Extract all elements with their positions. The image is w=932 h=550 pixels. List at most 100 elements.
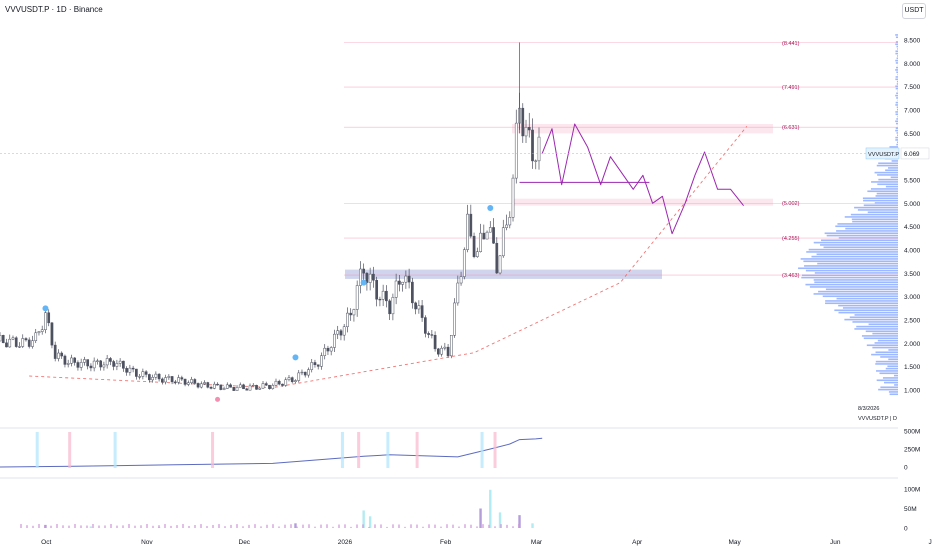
volume-profile-bar: [893, 374, 898, 377]
y-tick-label: 7.500: [904, 84, 921, 91]
volume-bar: [122, 525, 124, 528]
price-zone: [345, 269, 662, 279]
symbol-tag: [865, 147, 900, 160]
candle-body: [203, 382, 206, 385]
candle-body: [70, 357, 73, 364]
price-tag: [900, 147, 930, 160]
candle-body: [466, 213, 469, 250]
volume-profile-bar: [895, 69, 898, 71]
candle-body: [245, 388, 249, 391]
volume-bar: [374, 524, 376, 528]
volume-bar: [428, 524, 430, 528]
candle-body: [398, 280, 401, 285]
volume-profile-bar: [870, 188, 898, 190]
candle-body: [40, 329, 44, 332]
volume-profile-bar: [896, 118, 898, 120]
volume-profile-bar: [871, 181, 898, 183]
indicator-highlight: [357, 432, 361, 468]
candle-body: [144, 371, 148, 375]
volume-profile-bar: [894, 384, 898, 386]
candle-body: [436, 348, 440, 355]
candle-body: [177, 377, 180, 383]
volume-bar: [446, 524, 448, 528]
candle-body: [313, 362, 317, 365]
candle-body: [346, 312, 349, 327]
candle-body: [420, 305, 424, 318]
volume-profile-bar: [872, 332, 898, 335]
volume-bar: [512, 526, 514, 528]
candle-body: [50, 322, 54, 346]
candle-body: [63, 355, 67, 365]
indicator-highlight: [35, 432, 39, 468]
volume-bar: [56, 524, 58, 528]
candle-body: [424, 317, 427, 334]
volume-profile-bar: [890, 176, 898, 179]
signal-dot: [292, 354, 299, 361]
volume-bar: [152, 525, 154, 528]
candle-body: [469, 213, 473, 237]
volume-bar: [338, 524, 340, 528]
y-tick-label: 3.000: [904, 294, 921, 301]
volume-profile-bar: [888, 391, 898, 393]
candle-body: [167, 376, 171, 378]
candle-body: [57, 352, 60, 359]
volume-bar: [464, 524, 466, 528]
fib-level-label: (4.255): [782, 236, 800, 242]
candle-body: [47, 312, 51, 324]
volume-profile-bar: [813, 279, 898, 281]
candle-body: [339, 330, 343, 336]
volume-profile-bar: [871, 353, 898, 356]
indicator-highlight: [340, 432, 344, 468]
volume-profile-bar: [878, 162, 898, 165]
volume-bar: [458, 526, 460, 528]
volume-profile-bar: [896, 132, 898, 134]
candle-body: [60, 352, 64, 357]
volume-bar: [440, 526, 442, 528]
volume-profile-bar: [895, 122, 898, 125]
volume-profile-bar: [877, 174, 898, 176]
volume-profile-bar: [896, 80, 898, 83]
fib-level-label: (7.491): [782, 85, 800, 91]
candle-body: [66, 363, 70, 365]
candle-body: [105, 358, 109, 366]
volume-profile-bar: [897, 115, 898, 118]
candle-body: [125, 368, 128, 373]
candle-body: [109, 358, 112, 362]
volume-bar: [290, 524, 292, 528]
candle-body: [368, 273, 372, 283]
volume-bar: [200, 524, 202, 528]
candle-body: [336, 330, 340, 335]
volume-profile-bar: [868, 323, 898, 326]
candle-body: [14, 337, 18, 347]
currency-button[interactable]: USDT: [902, 3, 926, 19]
candle-body: [381, 290, 385, 300]
volume-bar: [380, 524, 382, 528]
candle-body: [27, 339, 31, 347]
candle-body: [511, 177, 515, 218]
x-tick-label: Oct: [41, 539, 51, 546]
candle-body: [161, 378, 164, 383]
signal-dot: [487, 205, 494, 211]
volume-bar: [170, 525, 172, 528]
x-tick-label: May: [728, 539, 741, 546]
volume-bar: [332, 526, 334, 528]
volume-bar: [302, 524, 304, 528]
candle-body: [264, 383, 268, 386]
candle-body: [388, 300, 391, 315]
indicator-highlight: [386, 432, 390, 468]
candle-body: [501, 227, 505, 257]
volume-bar: [410, 524, 412, 528]
candle-body: [190, 379, 193, 384]
volume-bar: [164, 524, 166, 528]
volume-profile-bar: [891, 160, 898, 162]
volume-profile-bar: [885, 367, 898, 370]
volume-tick-label: 50M: [904, 506, 917, 513]
volume-profile-bar: [805, 283, 898, 286]
volume-profile-bar: [801, 276, 898, 279]
fib-level-label: (6.631): [782, 125, 800, 131]
volume-bar: [242, 526, 244, 528]
volume-profile-bar: [822, 295, 898, 298]
volume-profile-bar: [837, 223, 898, 225]
volume-profile-bar: [867, 190, 898, 193]
